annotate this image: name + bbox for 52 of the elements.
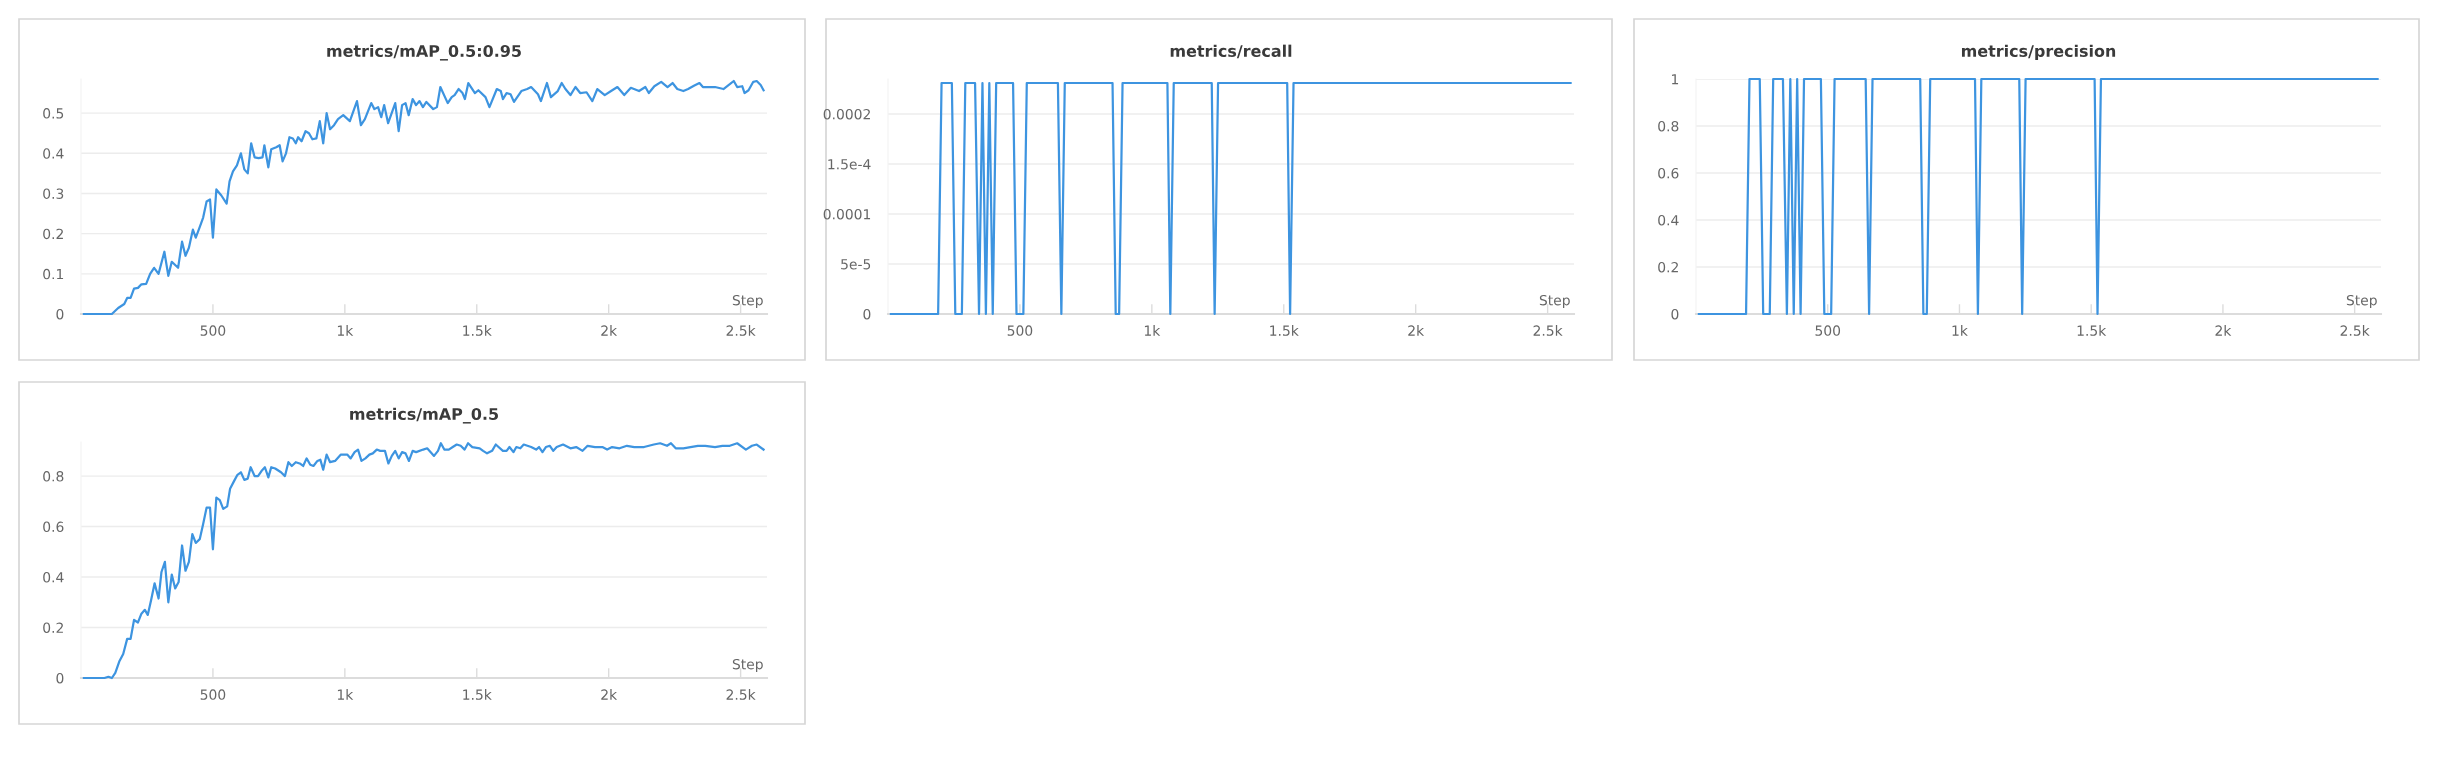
x-axis-title: Step bbox=[1539, 294, 1570, 309]
x-tick-label: 1k bbox=[1144, 325, 1161, 336]
y-tick-label: 0.0002 bbox=[823, 108, 870, 120]
x-tick-label: 500 bbox=[1007, 325, 1033, 336]
chart-title: metrics/recall bbox=[1170, 44, 1292, 59]
x-tick-label: 2k bbox=[1408, 325, 1425, 336]
x-tick-label: 500 bbox=[200, 689, 226, 700]
y-tick-label: 0.6 bbox=[1658, 167, 1679, 179]
y-tick-label: 0.4 bbox=[1658, 214, 1679, 226]
x-tick-label: 1k bbox=[337, 689, 354, 700]
x-axis-title: Step bbox=[732, 294, 763, 309]
y-tick-label: 0 bbox=[863, 308, 871, 320]
y-tick-label: 0 bbox=[1671, 308, 1679, 320]
x-tick-label: 1.5k bbox=[2077, 325, 2107, 336]
x-tick-label: 1.5k bbox=[463, 325, 492, 336]
y-tick-label: 0.2 bbox=[1658, 261, 1678, 273]
x-tick-label: 1.5k bbox=[1270, 325, 1299, 336]
chart-title: metrics/mAP_0.5:0.95 bbox=[327, 44, 521, 61]
x-tick-label: 1k bbox=[1952, 325, 1968, 336]
y-tick-label: 1.5e-4 bbox=[828, 159, 871, 170]
y-tick-label: 0.0001 bbox=[823, 208, 871, 220]
x-tick-label: 2k bbox=[2215, 325, 2232, 336]
y-tick-label: 0.4 bbox=[43, 572, 64, 583]
x-tick-label: 2.5k bbox=[726, 689, 756, 700]
x-tick-label: 2k bbox=[601, 689, 618, 700]
x-tick-label: 1.5k bbox=[463, 689, 492, 700]
y-tick-label: 0 bbox=[56, 308, 64, 320]
x-axis-title: Step bbox=[732, 658, 763, 673]
y-tick-label: 0.8 bbox=[43, 471, 64, 482]
y-tick-label: 5e-5 bbox=[841, 259, 871, 270]
y-tick-label: 0.4 bbox=[43, 148, 64, 159]
x-tick-label: 1k bbox=[337, 325, 354, 336]
x-axis-title: Step bbox=[2346, 294, 2377, 309]
line-series bbox=[82, 79, 765, 316]
x-tick-label: 2.5k bbox=[726, 325, 756, 336]
y-tick-label: 0.8 bbox=[1658, 120, 1679, 132]
y-tick-label: 0.2 bbox=[43, 622, 63, 633]
line-series bbox=[82, 442, 765, 680]
x-tick-label: 500 bbox=[200, 325, 226, 336]
chart-title: metrics/precision bbox=[1961, 44, 2116, 61]
y-tick-label: 1 bbox=[1672, 74, 1679, 85]
x-tick-label: 2.5k bbox=[2340, 325, 2370, 336]
x-tick-label: 2.5k bbox=[1533, 325, 1563, 336]
y-tick-label: 0.1 bbox=[43, 268, 64, 280]
y-tick-label: 0 bbox=[56, 672, 64, 684]
y-tick-label: 0.5 bbox=[43, 108, 64, 119]
y-tick-label: 0.2 bbox=[43, 228, 63, 240]
y-tick-label: 0.3 bbox=[43, 188, 64, 199]
y-tick-label: 0.6 bbox=[43, 521, 64, 533]
x-tick-label: 500 bbox=[1815, 325, 1841, 336]
chart-title: metrics/mAP_0.5 bbox=[350, 407, 499, 424]
x-tick-label: 2k bbox=[601, 325, 618, 336]
